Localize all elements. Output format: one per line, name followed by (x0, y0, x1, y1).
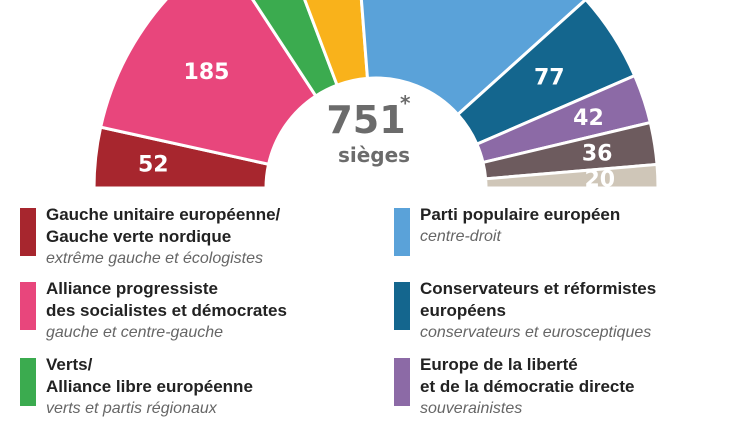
legend-item-gue: Gauche unitaire européenne/ Gauche verte… (20, 204, 280, 269)
legend-swatch (394, 208, 410, 256)
seat-label-gue: 52 (138, 153, 169, 178)
legend-name: Alliance progressiste des socialistes et… (46, 279, 287, 320)
legend-desc: gauche et centre-gauche (46, 324, 224, 341)
seat-label-ni: 20 (584, 168, 615, 190)
legend-desc: conservateurs et eurosceptiques (420, 324, 652, 341)
legend-swatch (394, 282, 410, 330)
legend-item-ppe: Parti populaire européen centre-droit (394, 204, 620, 256)
legend-item-efdd: Europe de la liberté et de la démocratie… (394, 354, 634, 419)
hemicycle-segments (92, 0, 660, 190)
seats-label: sièges (338, 143, 410, 167)
segment-ni (483, 162, 660, 190)
legend-item-sd: Alliance progressiste des socialistes et… (20, 278, 287, 343)
legend-item-verts: Verts/ Alliance libre européenne verts e… (20, 354, 253, 419)
seat-label-sd: 185 (184, 60, 230, 85)
segment-alde (303, 0, 370, 88)
legend-name: Europe de la liberté et de la démocratie… (420, 355, 635, 396)
seat-label-enf: 36 (582, 142, 613, 167)
seat-label-efdd: 42 (573, 106, 604, 131)
legend-desc: souverainistes (420, 400, 523, 417)
legend-desc: extrême gauche et écologistes (46, 250, 264, 267)
legend-name: Conservateurs et réformistes européens (420, 279, 657, 320)
legend-swatch (394, 358, 410, 406)
segment-ppe (359, 0, 588, 117)
legend-name: Verts/ Alliance libre européenne (46, 355, 253, 396)
legend-swatch (20, 358, 36, 406)
legend-desc: centre-droit (420, 228, 501, 245)
legend: Gauche unitaire européenne/ Gauche verte… (0, 198, 749, 421)
legend-name: Gauche unitaire européenne/ Gauche verte… (46, 205, 281, 246)
seat-label-ecr: 77 (534, 66, 565, 91)
legend-swatch (20, 282, 36, 330)
segment-sd (98, 0, 318, 167)
legend-desc: verts et partis régionaux (46, 400, 217, 417)
total-asterisk: * (400, 91, 411, 115)
total-seats: 751 (326, 98, 405, 142)
legend-swatch (20, 208, 36, 256)
legend-name: Parti populaire européen (420, 205, 621, 224)
legend-item-ecr: Conservateurs et réformistes européens c… (394, 278, 656, 343)
